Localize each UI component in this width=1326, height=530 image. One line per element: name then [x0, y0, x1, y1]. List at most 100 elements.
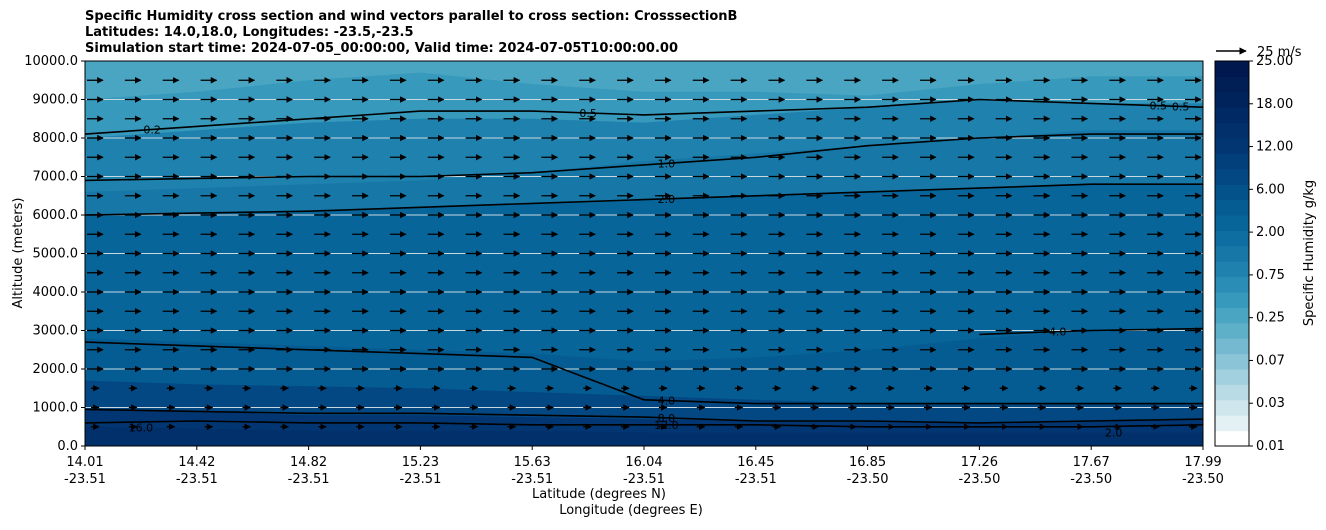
x-tick-label-lat-8: 17.26: [961, 455, 998, 470]
x-tick-label-lat-5: 16.04: [625, 455, 662, 470]
colorbar-segment-2: [1215, 399, 1249, 416]
humidity-band-7: [85, 426, 1203, 446]
contour-label-6: 4.0: [658, 395, 676, 408]
colorbar-tick-label-7: 12.00: [1256, 140, 1293, 155]
chart-title-line-1: Specific Humidity cross section and wind…: [85, 9, 738, 24]
x-tick-label-lon-1: -23.51: [176, 472, 218, 487]
contour-label-8: 8.0: [658, 412, 676, 425]
colorbar-segment-10: [1215, 276, 1249, 293]
contour-label-7: 4.0: [1049, 326, 1067, 339]
colorbar-segment-0: [1215, 430, 1249, 447]
colorbar-tick-label-6: 6.00: [1256, 182, 1285, 197]
y-tick-label-10: 10000.0: [24, 54, 78, 69]
contour-line-4: [85, 408, 1203, 424]
contour-label-3: 0.5: [1172, 100, 1190, 113]
x-tick-label-lat-7: 16.85: [849, 455, 886, 470]
colorbar-segment-7: [1215, 322, 1249, 339]
colorbar-tick-label-8: 18.00: [1256, 97, 1293, 112]
x-axis-label-latitude: Latitude (degrees N): [532, 487, 666, 502]
y-tick-label-9: 9000.0: [33, 93, 79, 108]
x-tick-label-lat-10: 17.99: [1184, 455, 1221, 470]
colorbar-segment-12: [1215, 245, 1249, 262]
colorbar-segment-17: [1215, 168, 1249, 185]
x-tick-label-lat-9: 17.67: [1073, 455, 1110, 470]
contour-label-1: 0.5: [579, 107, 597, 120]
contour-label-2: 0.5: [1150, 100, 1168, 113]
contour-label-9: 12.0: [654, 419, 679, 432]
colorbar-segment-16: [1215, 184, 1249, 201]
colorbar-tick-label-1: 0.03: [1256, 396, 1285, 411]
contour-label-0: 0.2: [143, 124, 161, 137]
colorbar-segment-22: [1215, 91, 1249, 108]
colorbar-segment-8: [1215, 307, 1249, 324]
colorbar-segment-13: [1215, 230, 1249, 247]
x-tick-label-lon-9: -23.50: [1070, 472, 1112, 487]
colorbar-label: Specific Humidity g/kg: [1302, 180, 1317, 326]
y-tick-label-7: 7000.0: [33, 170, 79, 185]
colorbar-segment-14: [1215, 215, 1249, 231]
y-tick-label-0: 0.0: [57, 439, 78, 454]
colorbar-segment-19: [1215, 138, 1249, 154]
x-tick-label-lat-0: 14.01: [66, 455, 103, 470]
x-tick-label-lon-6: -23.51: [735, 472, 777, 487]
x-tick-label-lon-4: -23.51: [511, 472, 553, 487]
x-tick-label-lon-8: -23.50: [958, 472, 1000, 487]
plot-area: 0.2 0.5 0.5 0.5 1.0 2.0 4.0 4.0 8.012.0 16.0 2.0: [85, 61, 1203, 446]
colorbar-segment-24: [1215, 61, 1249, 77]
wind-key-label: 25 m/s: [1257, 45, 1302, 60]
chart-title-line-3: Simulation start time: 2024-07-05_00:00:…: [85, 41, 678, 56]
colorbar-segment-6: [1215, 338, 1249, 355]
x-tick-label-lat-1: 14.42: [178, 455, 215, 470]
colorbar-segment-3: [1215, 384, 1249, 401]
contour-label-11: 2.0: [1105, 427, 1123, 440]
x-tick-label-lat-4: 15.63: [514, 455, 551, 470]
y-tick-label-8: 8000.0: [33, 131, 79, 146]
x-tick-label-lon-7: -23.50: [847, 472, 889, 487]
y-tick-label-6: 6000.0: [33, 208, 79, 223]
colorbar-segment-9: [1215, 292, 1249, 308]
y-axis-label: Altitude (meters): [11, 198, 26, 309]
x-tick-label-lat-3: 15.23: [402, 455, 439, 470]
colorbar-segment-15: [1215, 199, 1249, 216]
x-tick-label-lon-3: -23.51: [399, 472, 441, 487]
colorbar: 0.01 0.03 0.07 0.25 0.75 2.00 6.00 12.00 18.00 25…: [1214, 54, 1317, 454]
chart-title-line-2: Latitudes: 14.0,18.0, Longitudes: -23.5,…: [85, 25, 414, 40]
contour-line-0: [85, 98, 1203, 135]
colorbar-segment-4: [1215, 369, 1249, 385]
colorbar-segment-1: [1215, 415, 1249, 432]
axes: 0.0 1000.0 2000.0 3000.0 4000.0 5000.0 6000.0 7…: [11, 45, 1302, 518]
x-tick-label-lon-10: -23.50: [1182, 472, 1224, 487]
contour-line-6: [979, 327, 1203, 336]
colorbar-tick-label-2: 0.07: [1256, 353, 1285, 368]
contour-line-1: [85, 133, 1203, 182]
contour-label-4: 1.0: [658, 157, 676, 170]
x-tick-label-lon-0: -23.51: [64, 472, 106, 487]
x-tick-label-lat-6: 16.45: [737, 455, 774, 470]
colorbar-tick-label-9: 25.00: [1256, 54, 1293, 69]
y-tick-label-4: 4000.0: [33, 285, 79, 300]
colorbar-segment-18: [1215, 153, 1249, 170]
colorbar-segment-20: [1215, 122, 1249, 139]
contour-label-5: 2.0: [658, 193, 676, 206]
colorbar-tick-label-0: 0.01: [1256, 439, 1285, 454]
y-tick-label-1: 1000.0: [33, 401, 79, 416]
x-tick-label-lon-2: -23.51: [288, 472, 330, 487]
colorbar-tick-label-5: 2.00: [1256, 225, 1285, 240]
y-tick-label-2: 2000.0: [33, 362, 79, 377]
y-tick-label-5: 5000.0: [33, 247, 79, 262]
colorbar-tick-label-4: 0.75: [1256, 268, 1285, 283]
contour-line-5: [85, 420, 1203, 428]
contour-label-10: 16.0: [129, 422, 154, 435]
colorbar-segment-23: [1215, 76, 1249, 93]
x-axis-label-longitude: Longitude (degrees E): [559, 503, 703, 518]
colorbar-tick-label-3: 0.25: [1256, 311, 1285, 326]
x-tick-label-lat-2: 14.82: [290, 455, 327, 470]
contour-line-3: [85, 341, 1203, 405]
x-tick-label-lon-5: -23.51: [623, 472, 665, 487]
colorbar-frame: [1214, 60, 1250, 447]
colorbar-segment-21: [1215, 107, 1249, 124]
y-tick-label-3: 3000.0: [33, 324, 79, 339]
colorbar-segment-11: [1215, 261, 1249, 278]
